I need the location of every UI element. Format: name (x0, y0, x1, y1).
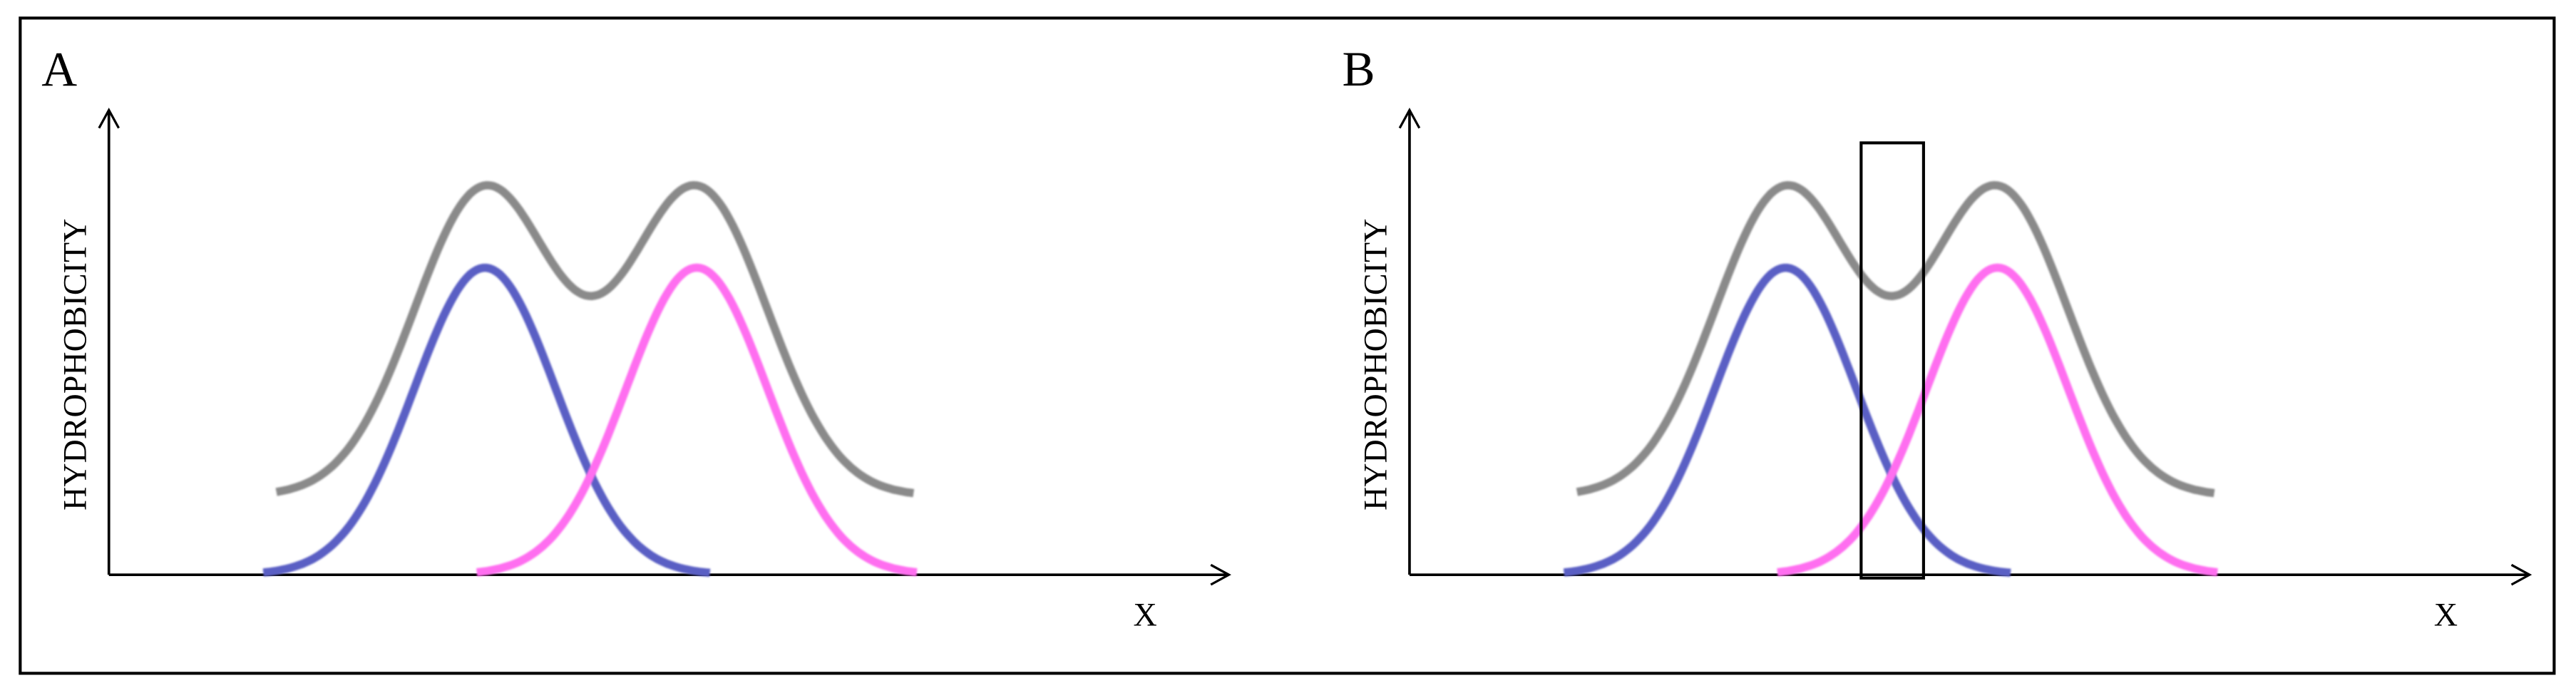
pink-curve (1777, 263, 2218, 577)
sum-curve (275, 181, 915, 498)
panel: A HYDROPHOBICITY X (41, 41, 1231, 633)
window-box (1859, 141, 1925, 580)
y-axis-label: HYDROPHOBICITY (56, 219, 93, 510)
frame (19, 16, 2556, 675)
panel-label: A (41, 41, 77, 96)
sum-curve (1576, 181, 2215, 498)
x-axis-label: X (2434, 597, 2458, 633)
y-axis-label: HYDROPHOBICITY (1358, 219, 1394, 510)
panel-label: B (1343, 41, 1375, 96)
panel: B HYDROPHOBICITY X (1343, 41, 2533, 633)
pink-curve (476, 263, 918, 577)
x-axis-label: X (1133, 597, 1156, 633)
blue-curve (1563, 263, 2011, 578)
blue-curve (262, 263, 711, 578)
